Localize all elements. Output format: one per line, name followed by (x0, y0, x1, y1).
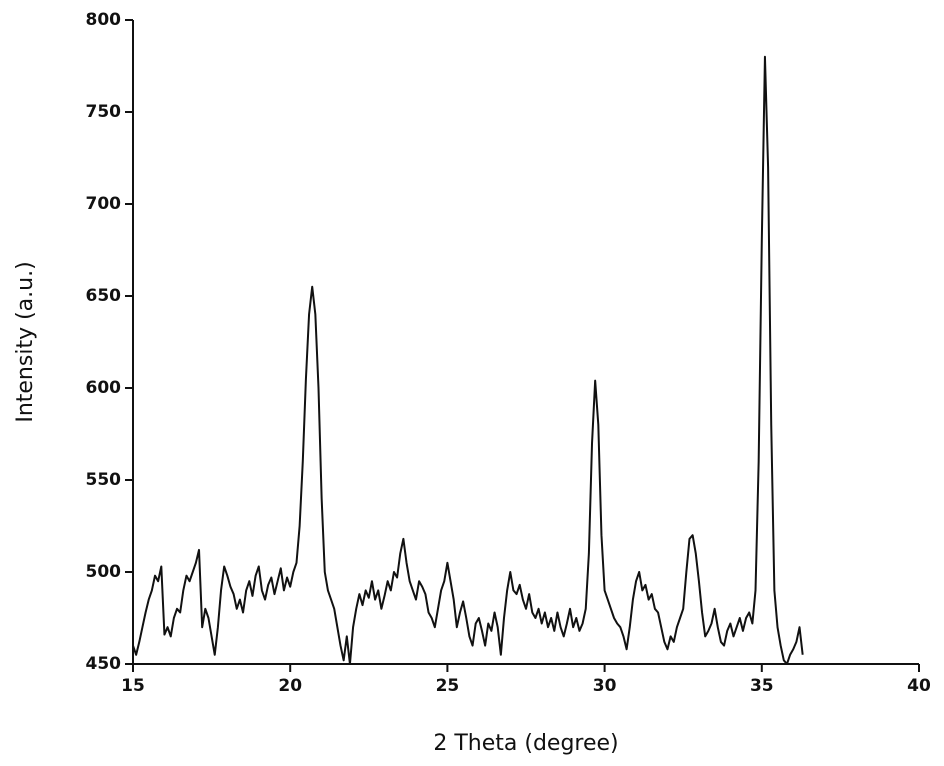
y-tick-label: 800 (86, 10, 122, 30)
y-tick-label: 550 (86, 470, 122, 490)
x-tick-label: 30 (593, 676, 617, 696)
y-tick-label: 600 (86, 378, 122, 398)
y-tick-label: 700 (86, 194, 122, 214)
x-tick-label: 15 (121, 676, 145, 696)
x-tick-label: 25 (436, 676, 460, 696)
x-tick-label: 35 (750, 676, 774, 696)
x-tick-label: 40 (907, 676, 931, 696)
x-axis-title: 2 Theta (degree) (433, 731, 618, 756)
y-axis-title: Intensity (a.u.) (13, 261, 38, 422)
y-tick-label: 650 (86, 286, 122, 306)
x-tick-label: 20 (278, 676, 302, 696)
data-line (132, 55, 804, 665)
y-tick-label: 750 (86, 102, 122, 122)
y-tick-label: 500 (86, 562, 122, 582)
y-tick-label: 450 (86, 654, 122, 674)
